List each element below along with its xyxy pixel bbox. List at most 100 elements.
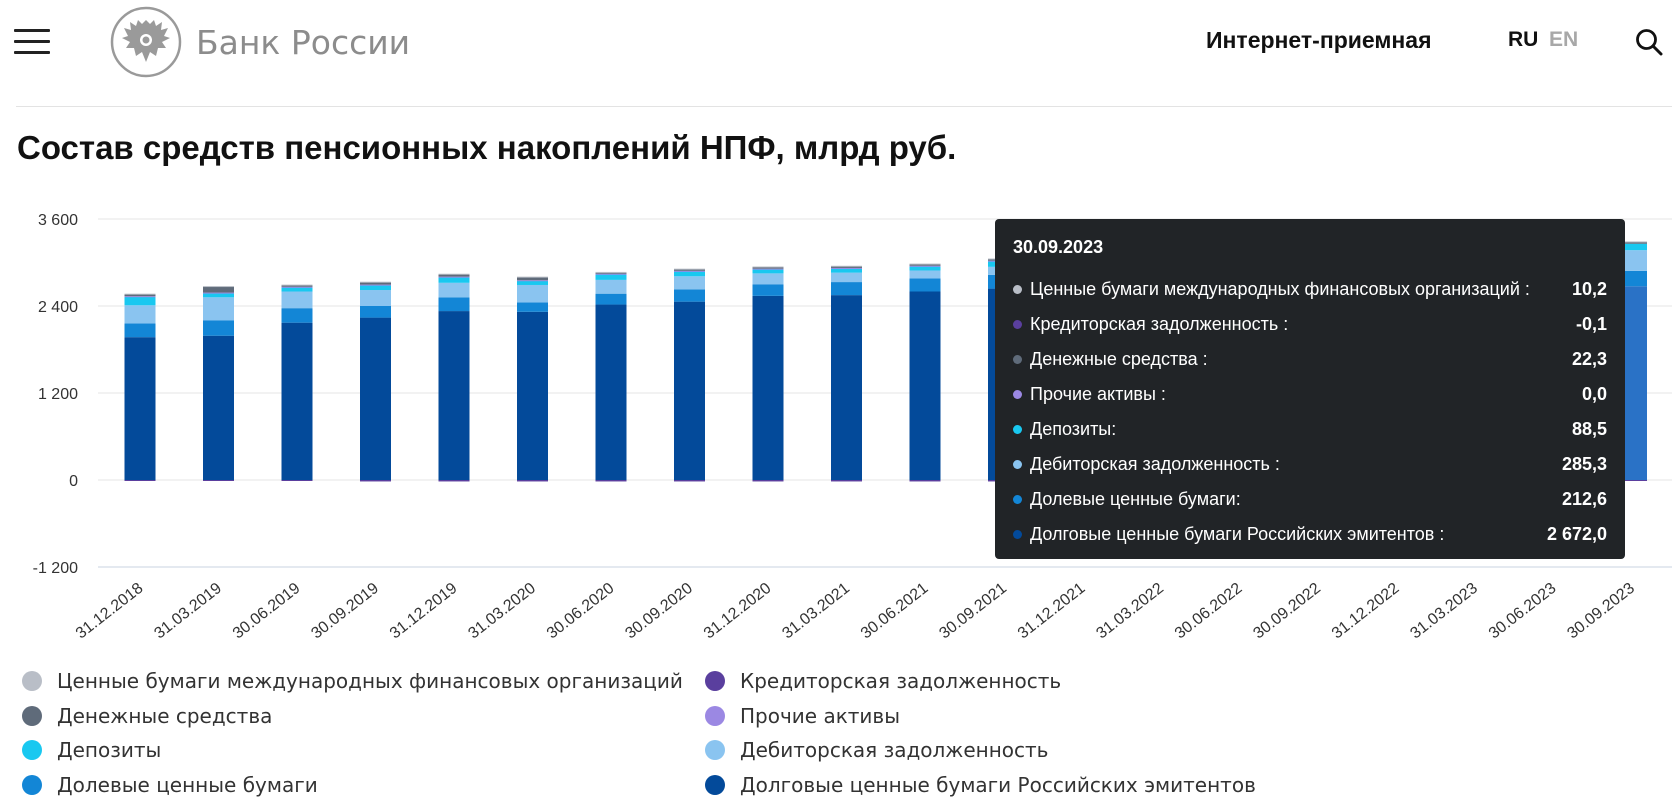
bar-segment-payables[interactable] [124,480,156,481]
bar-segment-deposits[interactable] [909,266,941,271]
bar-segment-other[interactable] [360,284,391,286]
bar-segment-cash[interactable] [124,294,156,297]
bar-segment-deposits[interactable] [1616,243,1647,251]
bar-segment-deposits[interactable] [360,284,391,291]
bar-segment-debt[interactable] [124,337,156,480]
bar-segment-intl[interactable] [595,271,627,273]
bar-segment-other[interactable] [674,270,705,272]
legend-item-other[interactable]: Прочие активы [705,701,900,731]
search-icon[interactable] [1635,28,1663,56]
bar-segment-other[interactable] [281,286,313,288]
legend-item-debt[interactable]: Долговые ценные бумаги Российских эмитен… [705,770,1256,800]
bar-segment-debt[interactable] [438,311,470,480]
bar-segment-other[interactable] [831,267,862,269]
bar-segment-payables[interactable] [595,480,627,482]
bar-segment-other[interactable] [517,280,548,282]
lang-ru-button[interactable]: RU [1508,28,1539,51]
bar-segment-receivables[interactable] [752,273,784,285]
bar-segment-equity[interactable] [595,293,627,305]
bar-segment-debt[interactable] [203,335,234,480]
bar-segment-payables[interactable] [909,480,941,482]
bar-segment-cash[interactable] [831,266,862,268]
legend-item-cash[interactable]: Денежные средства [22,701,272,731]
legend-item-deposits[interactable]: Депозиты [22,735,161,765]
bar-segment-equity[interactable] [281,308,313,323]
bar-segment-receivables[interactable] [595,279,627,294]
bar-segment-receivables[interactable] [438,282,470,298]
bar-segment-payables[interactable] [752,480,784,482]
bar-segment-intl[interactable] [517,276,548,278]
bar-segment-debt[interactable] [360,317,391,480]
bar-segment-debt[interactable] [281,322,313,480]
bar-segment-deposits[interactable] [124,296,156,306]
bar-segment-intl[interactable] [360,281,391,283]
bar-segment-receivables[interactable] [517,284,548,303]
bank-logo[interactable]: Банк России [110,4,410,80]
bar-segment-receivables[interactable] [360,290,391,306]
bar-segment-cash[interactable] [360,282,391,285]
bar-segment-intl[interactable] [674,268,705,270]
bar-segment-cash[interactable] [203,286,234,293]
legend-item-receivables[interactable]: Дебиторская задолженность [705,735,1048,765]
bar-segment-payables[interactable] [831,480,862,482]
bar-segment-deposits[interactable] [674,271,705,277]
bar-segment-other[interactable] [909,265,941,267]
menu-icon[interactable] [14,27,52,55]
bar-segment-cash[interactable] [517,277,548,281]
bar-segment-payables[interactable] [360,480,391,482]
bar-segment-payables[interactable] [438,480,470,482]
bar-segment-receivables[interactable] [281,291,313,309]
bar-segment-receivables[interactable] [831,272,862,283]
bar-segment-deposits[interactable] [831,268,862,273]
bar-segment-cash[interactable] [438,274,470,277]
bar-segment-other[interactable] [752,268,784,270]
bar-segment-intl[interactable] [124,293,156,295]
bar-segment-equity[interactable] [438,297,470,312]
bar-segment-debt[interactable] [831,295,862,480]
bar-segment-other[interactable] [438,276,470,278]
bar-segment-intl[interactable] [203,286,234,288]
bar-segment-cash[interactable] [281,285,313,287]
bar-segment-deposits[interactable] [438,277,470,283]
bar-segment-deposits[interactable] [517,280,548,285]
bar-segment-equity[interactable] [203,320,234,336]
bar-segment-intl[interactable] [752,266,784,268]
bar-segment-debt[interactable] [517,311,548,480]
bar-segment-debt[interactable] [674,301,705,480]
bar-segment-payables[interactable] [517,480,548,482]
bar-segment-intl[interactable] [909,263,941,265]
bar-segment-other[interactable] [124,296,156,298]
lang-en-button[interactable]: EN [1549,28,1579,51]
bar-segment-cash[interactable] [1616,242,1647,244]
bar-segment-intl[interactable] [1616,241,1647,243]
legend-item-equity[interactable]: Долевые ценные бумаги [22,770,318,800]
bar-segment-cash[interactable] [595,272,627,274]
bar-segment-intl[interactable] [831,265,862,267]
bar-segment-other[interactable] [595,273,627,275]
bar-segment-payables[interactable] [674,480,705,482]
bar-segment-intl[interactable] [281,284,313,286]
bar-segment-receivables[interactable] [124,305,156,324]
bar-segment-cash[interactable] [909,264,941,266]
bar-segment-payables[interactable] [203,480,234,481]
bar-segment-deposits[interactable] [203,292,234,298]
bar-segment-deposits[interactable] [752,269,784,274]
bar-segment-deposits[interactable] [281,287,313,292]
bar-segment-equity[interactable] [517,302,548,312]
bar-segment-cash[interactable] [752,267,784,269]
legend-item-payables[interactable]: Кредиторская задолженность [705,666,1061,696]
bar-segment-payables[interactable] [1616,480,1647,481]
bar-segment-equity[interactable] [124,323,156,338]
bar-segment-equity[interactable] [674,289,705,302]
bar-segment-equity[interactable] [909,278,941,292]
bar-segment-receivables[interactable] [674,276,705,290]
bar-segment-cash[interactable] [674,269,705,271]
bar-segment-intl[interactable] [438,273,470,275]
legend-item-intl[interactable]: Ценные бумаги международных финансовых о… [22,666,683,696]
bar-segment-debt[interactable] [752,295,784,480]
bar-segment-equity[interactable] [360,306,391,318]
bar-segment-deposits[interactable] [595,274,627,280]
bar-segment-equity[interactable] [752,284,784,296]
bar-segment-receivables[interactable] [203,297,234,321]
bar-segment-payables[interactable] [281,480,313,481]
